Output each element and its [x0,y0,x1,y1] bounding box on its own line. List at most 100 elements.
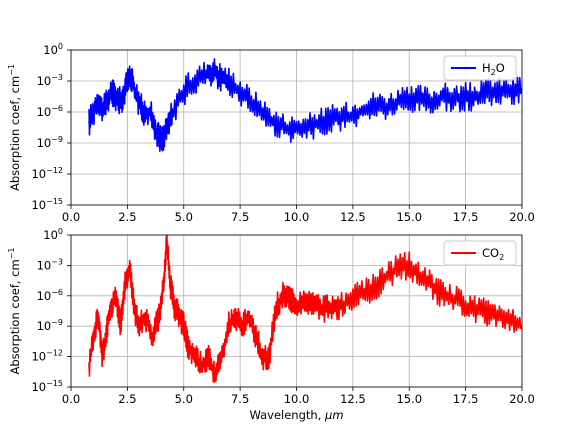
data-point [227,80,230,82]
data-point [374,284,377,287]
data-point [255,335,257,338]
data-point [142,111,145,113]
data-point [160,138,163,141]
data-point [173,305,176,307]
data-point [227,325,230,328]
data-point [101,111,104,113]
data-point [306,126,309,129]
y-tick-label: 10−15 [31,379,63,394]
data-point [165,239,168,242]
y-tick-label: 10−6 [37,104,63,119]
data-point [205,72,208,75]
data-point [182,90,185,93]
data-point [212,69,214,72]
x-tick-label: 20.0 [509,210,535,224]
data-point [194,80,196,82]
data-point [430,284,433,287]
data-point [101,355,104,358]
data-point [282,294,284,297]
data-point [149,111,151,113]
y-tick-label: 100 [43,42,63,57]
data-point [128,69,131,72]
data-point [284,126,287,129]
data-point [442,294,444,297]
data-point [340,305,343,307]
x-tick-label: 0.0 [62,210,80,224]
data-point [164,131,167,134]
data-point [92,111,95,113]
y-tick-label: 10−9 [37,318,63,333]
data-point [119,325,122,328]
x-axis-label: Wavelength, μm [249,408,343,422]
x-tick-label: 5.0 [175,392,193,406]
data-point [313,305,316,307]
data-point [128,264,131,267]
data-point [329,118,332,121]
data-point [97,97,99,100]
y-axis-label: Absorption coef, cm−1 [7,247,22,374]
data-point [419,274,422,277]
data-point [430,100,433,103]
data-point [106,100,108,103]
series-line [88,235,522,383]
data-point [453,97,456,100]
data-point [261,355,264,358]
x-tick-label: 15.0 [396,210,422,224]
data-point [275,305,278,307]
data-point [397,267,399,270]
data-point [261,111,264,113]
data-point [419,97,422,100]
data-point [318,121,320,124]
data-point [304,300,307,302]
data-point [363,291,366,294]
data-point [115,95,117,98]
x-tick-label: 12.5 [340,210,366,224]
data-point [273,121,275,124]
x-tick-label: 2.5 [118,210,136,224]
data-point [408,100,411,103]
data-point [88,365,90,368]
data-point [288,297,291,300]
data-point [97,315,99,317]
data-point [124,90,127,93]
data-point [221,355,223,358]
data-point [363,107,366,110]
data-point [133,305,136,307]
data-point [124,284,127,287]
data-point [200,365,203,368]
legend-label: CO2 [482,246,504,262]
data-point [509,90,512,93]
legend: H2O [443,55,517,81]
data-point [115,294,117,297]
data-point [374,103,377,106]
x-tick-label: 5.0 [175,210,193,224]
x-tick-label: 12.5 [340,392,366,406]
data-point [464,305,467,307]
data-point [218,75,221,77]
data-point [110,90,113,93]
data-point [158,315,160,317]
x-tick-label: 20.0 [509,392,535,406]
data-point [194,355,196,358]
y-tick-label: 10−15 [31,197,63,212]
data-point [241,325,244,328]
h2o-panel: 0.0 2.5 5.0 7.5 10.0 12.5 15.0 17.5 20.0 100 10−3 1… [7,42,535,224]
data-point [137,100,140,103]
data-point [268,355,271,358]
co2-panel: 0.0 2.5 5.0 7.5 10.0 12.5 15.0 17.5 20.0 100 10−3 1… [7,227,535,422]
data-point [322,308,325,310]
x-tick-label: 15.0 [396,392,422,406]
x-tick-label: 0.0 [62,392,80,406]
y-tick-label: 10−3 [37,257,63,272]
legend: CO2 [443,240,517,266]
data-point [408,264,411,267]
x-tick-label: 7.5 [231,392,249,406]
data-point [92,335,95,338]
data-point [397,100,399,103]
y-tick-label: 10−12 [31,166,63,181]
y-axis-label: Absorption coef, cm−1 [7,64,22,191]
data-point [239,90,242,93]
data-point [155,131,158,134]
